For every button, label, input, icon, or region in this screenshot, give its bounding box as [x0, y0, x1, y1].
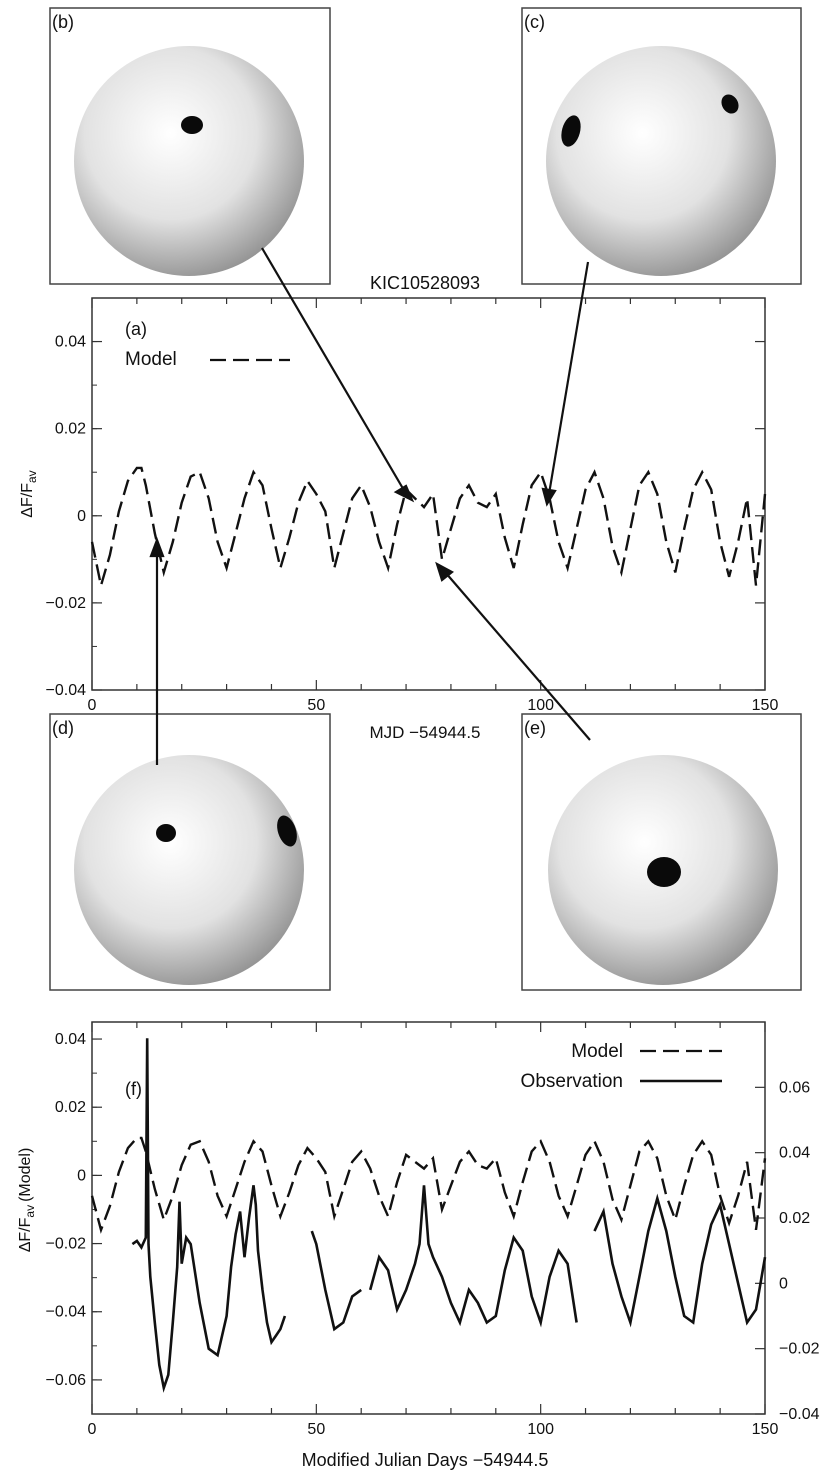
inset-e: (e)	[521, 713, 802, 991]
chart-f-ylabel-suffix: (Model)	[17, 1148, 34, 1202]
arrow-d-head	[149, 536, 165, 558]
x-tick-label: 150	[752, 697, 779, 714]
chart-f-ylabel: ΔF/Fav (Model)	[17, 1148, 37, 1253]
arrow-b-head	[393, 484, 415, 503]
y2-tick-label: 0.04	[779, 1145, 810, 1162]
star-sphere-b	[74, 46, 304, 276]
panel-label-f: (f)	[125, 1079, 142, 1099]
y2-tick-label: −0.04	[779, 1406, 820, 1423]
chart-a-frame	[91, 297, 766, 691]
y-tick-label: 0.04	[55, 334, 86, 351]
y2-tick-label: −0.02	[779, 1341, 820, 1358]
chart-f-ylabel-main: ΔF/F	[17, 1217, 34, 1252]
legend-observation-label-f: Observation	[521, 1071, 623, 1092]
chart-a: 0 50 100 150 −0.04 −0.02 0 0.02 0.04 (a) Model Δ…	[19, 297, 779, 742]
starspot-c1	[561, 115, 581, 147]
starspot-d1	[156, 824, 176, 842]
x-tick-label: 50	[307, 697, 325, 714]
x-tick-label: 0	[88, 1421, 97, 1438]
observation-segment	[310, 1230, 362, 1332]
x-tick-label: 50	[307, 1421, 325, 1438]
observation-segment	[368, 1185, 578, 1328]
chart-a-xlabel: MJD −54944.5	[369, 723, 480, 742]
chart-f-model-line	[90, 1136, 767, 1234]
y-tick-label: 0.02	[55, 421, 86, 438]
panel-label-b: (b)	[52, 12, 74, 32]
legend-model-label-f: Model	[571, 1041, 623, 1062]
star-sphere-c	[546, 46, 776, 276]
chart-f-observation-line	[131, 1038, 767, 1393]
chart-f-xlabel: Modified Julian Days −54944.5	[302, 1450, 549, 1470]
chart-title: KIC10528093	[370, 273, 480, 293]
y2-tick-label: 0.02	[779, 1210, 810, 1227]
inset-b: (b)	[49, 7, 331, 285]
chart-a-ticks: 0 50 100 150 −0.04 −0.02 0 0.02 0.04	[46, 297, 779, 714]
chart-a-ylabel: ΔF/Fav	[19, 470, 39, 517]
panel-label-a: (a)	[125, 319, 147, 339]
starspot-c2	[721, 94, 739, 114]
inset-c: (c)	[521, 7, 802, 285]
chart-f-ticks: 0 50 100 150 −0.06 −0.04 −0.02 0 0.02 0.04 −0.04 −0…	[46, 1022, 820, 1438]
x-tick-label: 150	[752, 1421, 779, 1438]
arrow-e-head	[435, 561, 454, 582]
panel-label-c: (c)	[524, 12, 545, 32]
y-tick-label: −0.02	[46, 1236, 87, 1253]
panel-label-e: (e)	[524, 718, 546, 738]
arrow-c	[547, 261, 590, 495]
pointer-arrows	[149, 247, 591, 765]
y-tick-label: −0.02	[46, 595, 87, 612]
x-tick-label: 0	[88, 697, 97, 714]
arrow-b	[261, 247, 406, 493]
starspot-d2	[277, 815, 297, 847]
chart-a-model-line	[90, 466, 767, 586]
y-tick-label: −0.06	[46, 1372, 87, 1389]
panel-label-d: (d)	[52, 718, 74, 738]
arrow-e	[444, 571, 591, 741]
x-tick-label: 100	[527, 1421, 554, 1438]
y-tick-label: 0.04	[55, 1031, 86, 1048]
x-tick-label: 100	[527, 697, 554, 714]
y-tick-label: −0.04	[46, 682, 87, 699]
chart-a-ylabel-main: ΔF/F	[19, 483, 36, 518]
chart-a-ylabel-sub: av	[25, 470, 39, 483]
observation-segment	[131, 1038, 287, 1393]
arrow-c-head	[541, 487, 557, 507]
starspot-e1	[647, 857, 681, 887]
chart-f: 0 50 100 150 −0.06 −0.04 −0.02 0 0.02 0.04 −0.04 −0…	[17, 1021, 820, 1470]
y2-tick-label: 0	[779, 1275, 788, 1292]
star-sphere-d	[74, 755, 304, 985]
legend-model-label-a: Model	[125, 349, 177, 370]
y2-tick-label: 0.06	[779, 1079, 810, 1096]
y-tick-label: 0	[77, 1167, 86, 1184]
y-tick-label: −0.04	[46, 1304, 87, 1321]
chart-f-ylabel-sub: av	[23, 1205, 37, 1218]
starspot-b1	[181, 116, 203, 134]
inset-d: (d)	[49, 713, 331, 991]
y-tick-label: 0	[77, 508, 86, 525]
observation-segment	[593, 1193, 767, 1328]
y-tick-label: 0.02	[55, 1099, 86, 1116]
